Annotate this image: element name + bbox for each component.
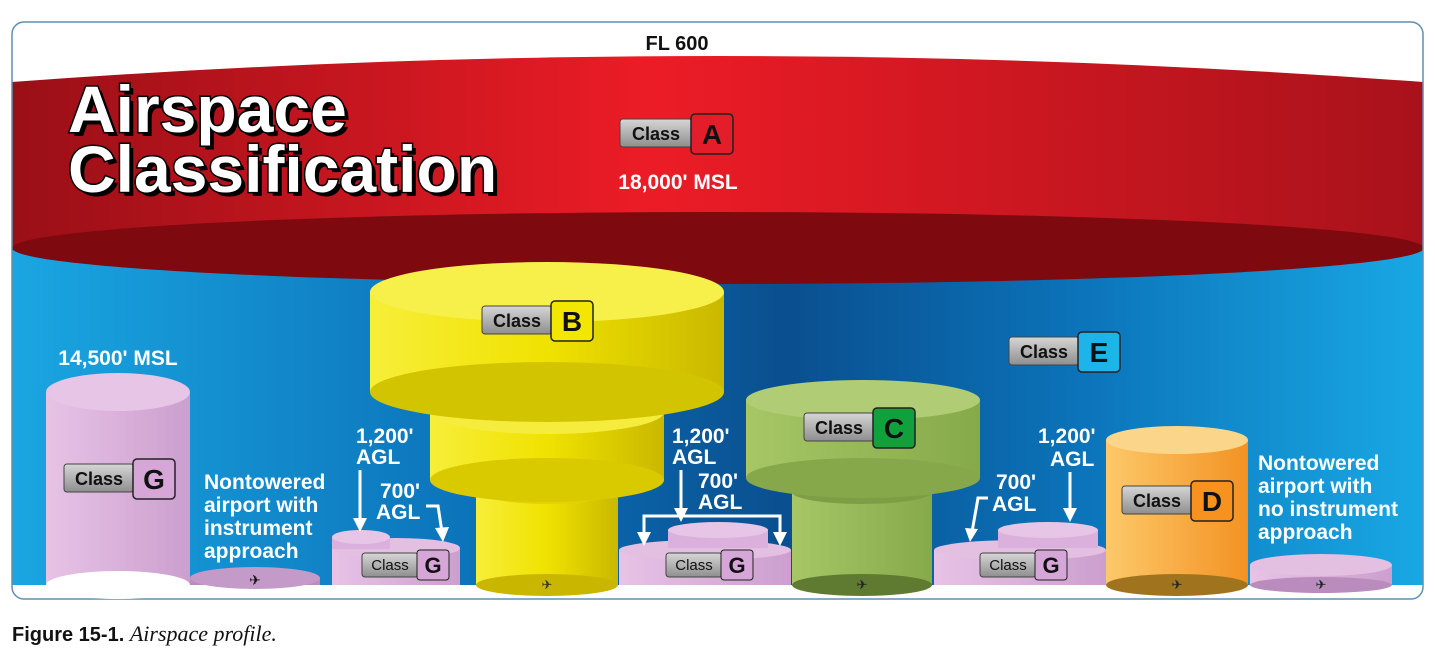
runway-icon-b: ✈ (542, 577, 553, 592)
svg-text:AGL: AGL (376, 501, 421, 524)
airport-with-approach-disc: ✈ (190, 567, 320, 589)
fl600-label: FL 600 (646, 33, 709, 55)
svg-text:AGL: AGL (672, 446, 717, 469)
class-g-badge-left: Class G (361, 549, 450, 581)
svg-text:Class: Class (675, 557, 713, 574)
class-c-airspace: ✈ (746, 380, 980, 596)
svg-text:approach: approach (204, 540, 299, 563)
runway-icon: ✈ (249, 572, 261, 588)
svg-text:C: C (884, 413, 904, 444)
svg-text:700': 700' (996, 471, 1036, 494)
svg-text:G: G (143, 464, 165, 495)
ground (12, 585, 1423, 599)
figure-number: Figure 15-1. (12, 624, 125, 646)
runway-icon-right: ✈ (1316, 577, 1327, 592)
svg-text:E: E (1090, 337, 1109, 368)
class-b-airspace: ✈ (370, 262, 724, 596)
class-g-badge-middle: Class G (665, 549, 754, 581)
g-ceiling-label: 14,500' MSL (58, 347, 178, 370)
svg-text:700': 700' (380, 480, 420, 503)
svg-text:Class: Class (815, 418, 863, 438)
class-b-badge: Class B (481, 300, 594, 342)
svg-text:AGL: AGL (356, 446, 401, 469)
agl-1200-left: 1,200' AGL (356, 425, 414, 469)
svg-text:G: G (424, 553, 441, 578)
svg-text:G: G (1042, 553, 1059, 578)
class-a-badge: Class A (619, 113, 734, 155)
arrow-700-right (970, 496, 988, 533)
svg-text:1,200': 1,200' (1038, 425, 1096, 448)
svg-text:Class: Class (75, 469, 123, 489)
svg-text:Class: Class (493, 311, 541, 331)
figure-caption: Figure 15-1. Airspace profile. (12, 621, 277, 647)
bracket-700-middle-left-head (637, 532, 651, 546)
svg-text:Class: Class (632, 124, 680, 144)
class-c-badge: Class C (803, 407, 916, 449)
class-a-floor-label: 18,000' MSL (618, 171, 738, 194)
class-a-floor (12, 212, 1423, 284)
svg-text:Nontowered: Nontowered (1258, 452, 1379, 475)
svg-text:Class: Class (1133, 491, 1181, 511)
runway-icon-d: ✈ (1172, 577, 1183, 592)
svg-text:A: A (702, 119, 722, 150)
airport-no-approach-label: Nontowered airport with no instrument ap… (1258, 452, 1398, 544)
bracket-700-middle-right-head (773, 532, 787, 546)
arrow-700-left-head (435, 527, 449, 542)
svg-text:Class: Class (371, 557, 409, 574)
svg-text:no instrument: no instrument (1258, 498, 1398, 521)
svg-text:Class: Class (989, 557, 1027, 574)
agl-700-right: 700' AGL (992, 471, 1037, 516)
class-e-badge: Class E (1008, 331, 1121, 373)
svg-text:AGL: AGL (992, 493, 1037, 516)
svg-text:airport with: airport with (204, 494, 318, 517)
class-g-badge-large: Class G (63, 458, 176, 500)
svg-text:1,200': 1,200' (356, 425, 414, 448)
arrow-1200-right-head (1063, 508, 1077, 522)
agl-1200-right: 1,200' AGL (1038, 425, 1096, 471)
title-shadow-2: Classification (72, 136, 501, 210)
svg-text:1,200': 1,200' (672, 425, 730, 448)
svg-text:B: B (562, 306, 582, 337)
svg-text:G: G (728, 553, 745, 578)
figure-caption-text: Airspace profile. (129, 621, 277, 646)
svg-text:700': 700' (698, 470, 738, 493)
arrow-1200-left-head (353, 518, 367, 532)
airport-no-approach-disc: ✈ (1250, 554, 1392, 593)
frame-border (11, 21, 1424, 600)
agl-700-middle: 700' AGL (698, 470, 743, 514)
svg-text:D: D (1202, 486, 1222, 517)
svg-text:AGL: AGL (1050, 448, 1095, 471)
class-g-badge-right: Class G (979, 549, 1068, 581)
title-line-1: Airspace (68, 72, 347, 146)
svg-text:Class: Class (1020, 342, 1068, 362)
title-line-2: Classification (68, 132, 497, 206)
svg-text:instrument: instrument (204, 517, 313, 540)
svg-text:airport with: airport with (1258, 475, 1372, 498)
agl-1200-middle: 1,200' AGL (672, 425, 730, 469)
arrow-700-left (426, 504, 444, 533)
runway-icon-c: ✈ (857, 577, 868, 592)
svg-text:Nontowered: Nontowered (204, 471, 325, 494)
svg-text:AGL: AGL (698, 491, 743, 514)
svg-text:approach: approach (1258, 521, 1353, 544)
agl-700-left: 700' AGL (376, 480, 421, 524)
airport-with-approach-label: Nontowered airport with instrument appro… (204, 471, 325, 563)
arrow-700-right-head (965, 528, 978, 542)
title-shadow-1: Airspace (72, 76, 351, 150)
class-d-badge: Class D (1121, 480, 1234, 522)
bracket-700-middle (642, 514, 782, 536)
